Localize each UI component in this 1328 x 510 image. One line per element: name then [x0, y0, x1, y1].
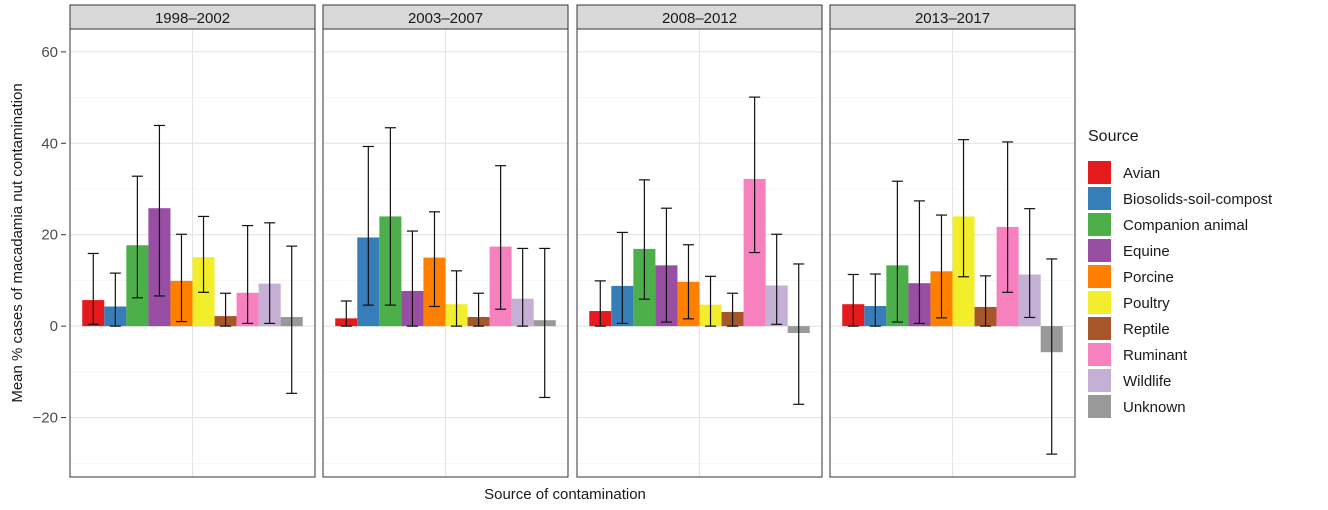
legend-swatch [1088, 291, 1111, 314]
facet-strip-label: 2008–2012 [662, 10, 737, 27]
facet-panel: 2003–2007 [322, 4, 569, 478]
facet-strip [829, 4, 1076, 30]
chart-panels: 1998–2002 2003–2007 2008–2012 2013–2017 [69, 4, 1076, 478]
legend-swatch [1088, 239, 1111, 262]
legend-item: Poultry [1088, 291, 1170, 314]
panel-border [829, 28, 1076, 478]
legend-label: Avian [1123, 165, 1160, 182]
facet-panel: 2008–2012 [576, 4, 823, 478]
y-tick-label: 60 [41, 44, 58, 61]
panel-border [576, 28, 823, 478]
legend-label: Wildlife [1123, 373, 1171, 390]
legend-swatch [1088, 213, 1111, 236]
legend-item: Wildlife [1088, 369, 1171, 392]
legend-item: Biosolids-soil-compost [1088, 187, 1273, 210]
y-axis-tick-labels: −20 0 20 40 60 [33, 44, 66, 427]
facet-panel: 1998–2002 [69, 4, 316, 478]
legend-item: Ruminant [1088, 343, 1188, 366]
legend-swatch [1088, 187, 1111, 210]
legend-label: Reptile [1123, 321, 1170, 338]
panel-border [322, 28, 569, 478]
facet-strip [322, 4, 569, 30]
y-tick-label: −20 [33, 410, 58, 427]
y-tick-label: 0 [50, 318, 58, 335]
legend-swatch [1088, 317, 1111, 340]
legend-item: Equine [1088, 239, 1170, 262]
x-axis-title: Source of contamination [484, 486, 646, 503]
legend-swatch [1088, 265, 1111, 288]
legend-label: Ruminant [1123, 347, 1188, 364]
legend-swatch [1088, 395, 1111, 418]
facet-strip-label: 1998–2002 [155, 10, 230, 27]
legend-swatch [1088, 369, 1111, 392]
facet-strip [69, 4, 316, 30]
legend-swatch [1088, 161, 1111, 184]
legend-item: Companion animal [1088, 213, 1248, 236]
panel-border [69, 28, 316, 478]
legend-item: Unknown [1088, 395, 1186, 418]
legend-label: Equine [1123, 243, 1170, 260]
legend: Source Avian Biosolids-soil-compost Compan… [1088, 128, 1273, 418]
legend-label: Companion animal [1123, 217, 1248, 234]
legend-label: Unknown [1123, 399, 1186, 416]
facet-strip [576, 4, 823, 30]
facet-strip-label: 2003–2007 [408, 10, 483, 27]
facet-strip-label: 2013–2017 [915, 10, 990, 27]
y-tick-label: 20 [41, 227, 58, 244]
legend-item: Reptile [1088, 317, 1170, 340]
legend-label: Biosolids-soil-compost [1123, 191, 1273, 208]
legend-label: Porcine [1123, 269, 1174, 286]
legend-item: Avian [1088, 161, 1160, 184]
legend-label: Poultry [1123, 295, 1170, 312]
y-tick-label: 40 [41, 135, 58, 152]
legend-item: Porcine [1088, 265, 1174, 288]
legend-swatch [1088, 343, 1111, 366]
y-axis-title: Mean % cases of macadamia nut contaminat… [9, 83, 26, 402]
facet-panel: 2013–2017 [829, 4, 1076, 478]
legend-title: Source [1088, 128, 1139, 145]
